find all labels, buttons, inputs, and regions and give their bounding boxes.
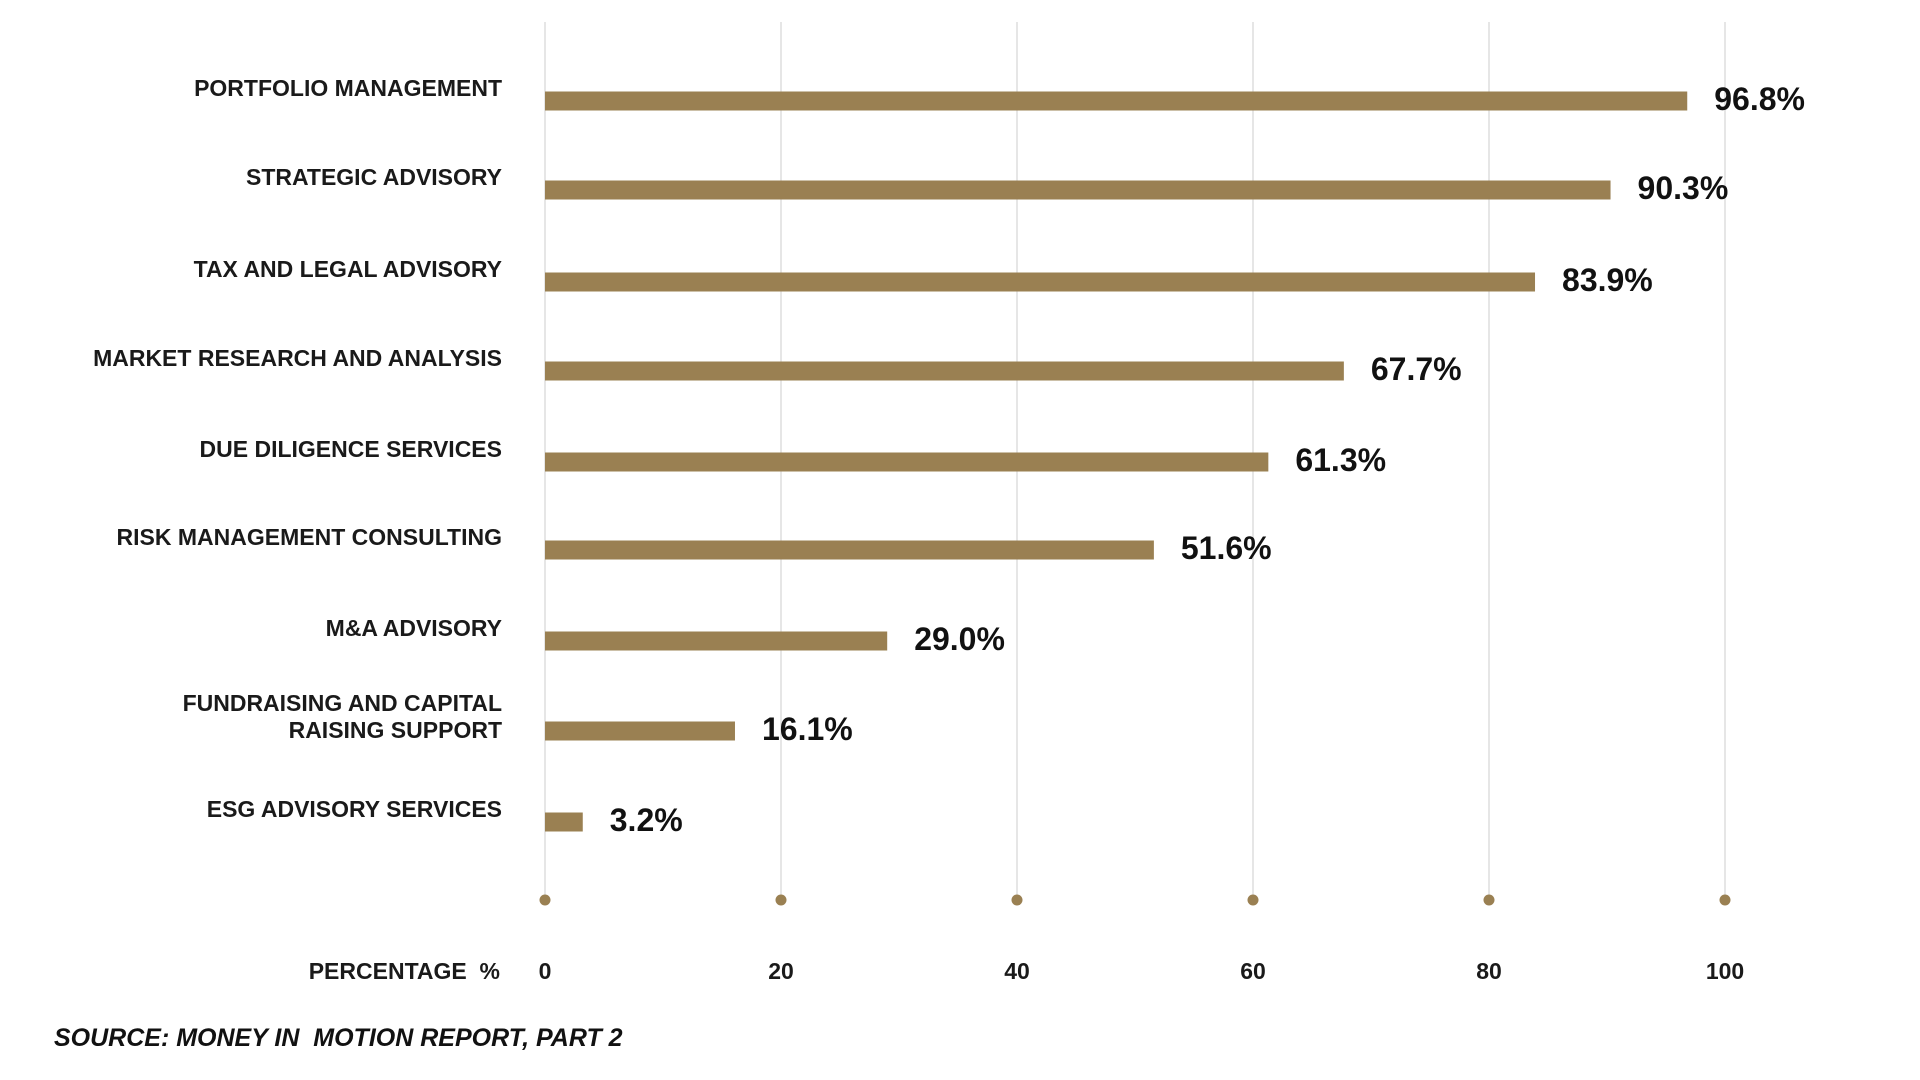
category-label: RISK MANAGEMENT CONSULTING [117,524,502,550]
category-label: ESG ADVISORY SERVICES [207,796,502,822]
bar-7 [545,721,735,741]
tick-label-0: 0 [539,958,552,984]
tick-dot-80 [1483,894,1495,906]
category-label: DUE DILIGENCE SERVICES [200,436,502,462]
x-axis: PERCENTAGE % 0 20 40 60 80 100 [309,894,1744,984]
category-label: MARKET RESEARCH AND ANALYSIS [93,345,502,371]
bar-5 [545,540,1154,560]
tick-dot-20 [775,894,787,906]
value-label: 29.0% [914,621,1005,657]
tick-label-20: 20 [768,958,794,984]
x-axis-title: PERCENTAGE % [309,958,500,984]
tick-dot-60 [1247,894,1259,906]
tick-dot-100 [1719,894,1731,906]
value-label: 90.3% [1638,170,1729,206]
value-label: 51.6% [1181,530,1272,566]
value-label: 16.1% [762,711,853,747]
bar-8 [545,812,583,832]
category-label: TAX AND LEGAL ADVISORY [194,256,502,282]
tick-label-60: 60 [1240,958,1266,984]
value-label: 3.2% [610,802,683,838]
tick-dot-40 [1011,894,1023,906]
bars [545,91,1688,832]
source-note: SOURCE: MONEY IN MOTION REPORT, PART 2 [54,1024,623,1052]
bar-0 [545,91,1688,111]
value-labels: 96.8% 90.3% 83.9% 67.7% 61.3% 51.6% 29.0% 16.1%… [610,81,1805,838]
category-labels: PORTFOLIO MANAGEMENT STRATEGIC ADVISORY TA… [93,75,502,822]
tick-label-80: 80 [1476,958,1502,984]
value-label: 61.3% [1295,442,1386,478]
tick-label-40: 40 [1004,958,1030,984]
tick-label-100: 100 [1706,958,1744,984]
bar-3 [545,361,1344,381]
tick-dot-0 [539,894,551,906]
value-label: 83.9% [1562,262,1653,298]
category-label: FUNDRAISING AND CAPITAL RAISING SUPPORT [183,690,502,743]
category-label: PORTFOLIO MANAGEMENT [194,75,502,101]
value-label: 67.7% [1371,351,1462,387]
bar-2 [545,272,1536,292]
bar-4 [545,452,1269,472]
category-label: M&A ADVISORY [326,615,502,641]
category-label: STRATEGIC ADVISORY [246,164,502,190]
bar-6 [545,631,888,651]
bar-1 [545,180,1611,200]
value-label: 96.8% [1714,81,1805,117]
